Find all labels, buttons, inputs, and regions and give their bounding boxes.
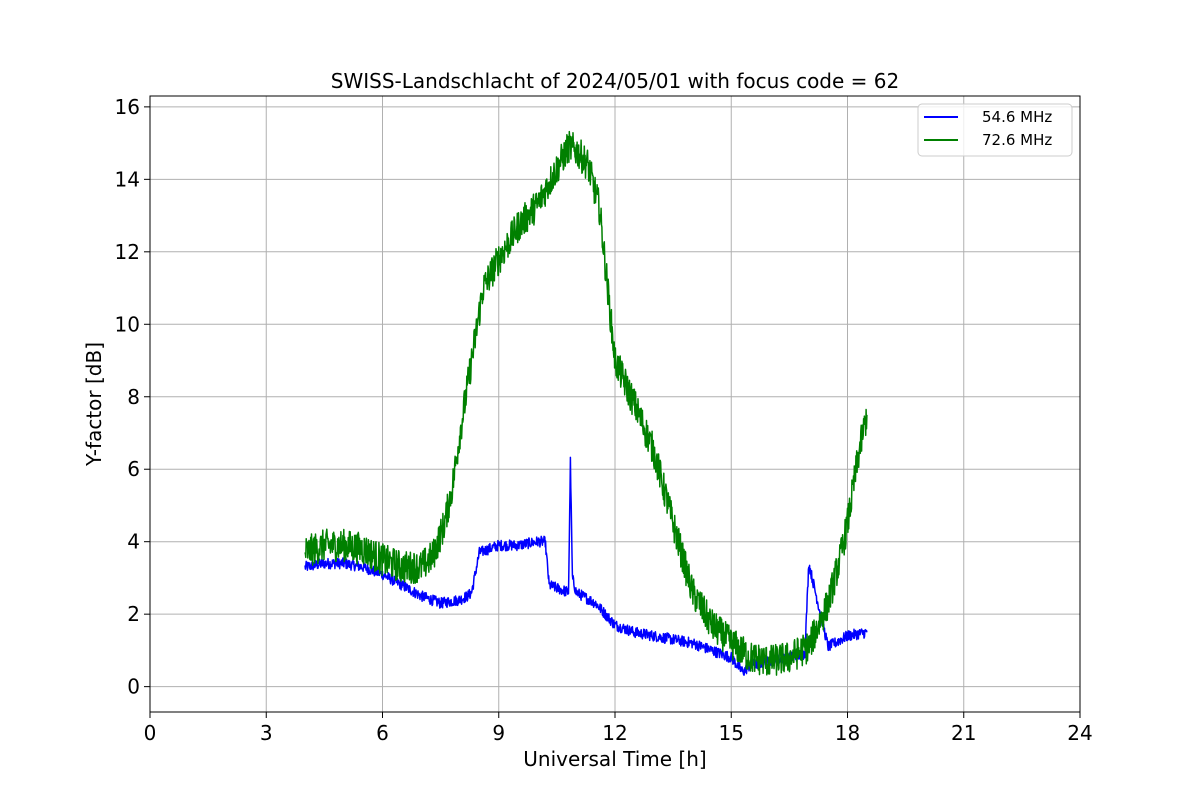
y-tick-label: 0	[127, 675, 140, 699]
chart-title: SWISS-Landschlacht of 2024/05/01 with fo…	[331, 69, 899, 93]
y-tick-label: 8	[127, 385, 140, 409]
legend-label-72-6-mhz: 72.6 MHz	[982, 131, 1052, 149]
y-tick-label: 16	[115, 95, 140, 119]
x-tick-label: 18	[835, 721, 860, 745]
y-tick-label: 10	[115, 312, 140, 336]
x-tick-label: 0	[144, 721, 157, 745]
x-axis-label: Universal Time [h]	[523, 747, 706, 771]
y-tick-label: 2	[127, 602, 140, 626]
y-tick-label: 14	[115, 167, 140, 191]
x-tick-label: 24	[1067, 721, 1092, 745]
x-tick-label: 9	[492, 721, 505, 745]
x-tick-label: 21	[951, 721, 976, 745]
series-line-72-6-mhz	[304, 130, 868, 676]
x-tick-label: 6	[376, 721, 389, 745]
legend: 54.6 MHz 72.6 MHz	[917, 103, 1073, 157]
y-tick-label: 12	[115, 240, 140, 264]
x-tick-label: 12	[602, 721, 627, 745]
legend-label-54-6-mhz: 54.6 MHz	[982, 108, 1052, 126]
x-tick-label: 15	[719, 721, 744, 745]
y-tick-label: 4	[127, 530, 140, 554]
x-tick-label: 3	[260, 721, 273, 745]
y-tick-label: 6	[127, 457, 140, 481]
y-axis-label: Y-factor [dB]	[82, 342, 106, 467]
plot-series	[304, 130, 868, 676]
